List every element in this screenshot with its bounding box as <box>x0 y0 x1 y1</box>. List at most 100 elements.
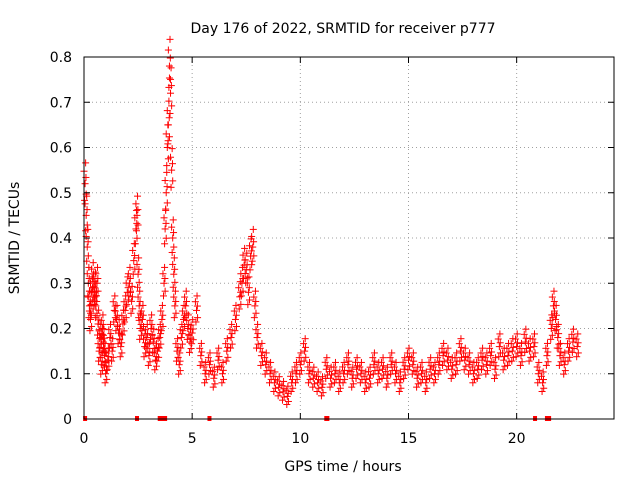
data-point <box>138 327 146 335</box>
data-point <box>460 366 468 374</box>
data-point <box>105 362 113 370</box>
data-point <box>340 358 348 366</box>
data-point <box>283 392 291 400</box>
data-point <box>82 173 90 181</box>
data-point <box>487 352 495 360</box>
data-point <box>280 377 288 385</box>
data-point <box>354 371 362 379</box>
data-point <box>132 225 140 233</box>
data-point <box>526 347 534 355</box>
y-tick-label: 0.1 <box>50 367 72 383</box>
data-point <box>396 368 404 376</box>
data-point <box>137 307 145 315</box>
data-point <box>382 383 390 391</box>
data-point <box>146 316 154 324</box>
data-point <box>205 370 213 378</box>
data-point <box>232 311 240 319</box>
data-point <box>556 339 564 347</box>
data-point <box>550 297 558 305</box>
data-point <box>135 265 143 273</box>
data-point <box>362 376 370 384</box>
data-point <box>167 75 175 83</box>
data-point <box>361 379 369 387</box>
data-point <box>148 311 156 319</box>
data-point <box>166 35 174 43</box>
data-point <box>118 339 126 347</box>
data-point <box>128 297 136 305</box>
data-point <box>220 375 228 383</box>
data-point <box>118 331 126 339</box>
data-points <box>80 35 582 409</box>
data-point <box>194 314 202 322</box>
data-point <box>388 357 396 365</box>
data-point <box>550 287 558 295</box>
data-point <box>423 384 431 392</box>
data-point <box>132 206 140 214</box>
data-point <box>367 380 375 388</box>
data-point <box>198 358 206 366</box>
data-point <box>228 340 236 348</box>
data-point <box>191 298 199 306</box>
data-point <box>348 383 356 391</box>
data-point <box>127 288 135 296</box>
data-point <box>258 348 266 356</box>
data-point <box>501 353 509 361</box>
data-point <box>521 338 529 346</box>
data-point <box>453 349 461 357</box>
data-point <box>431 358 439 366</box>
data-point <box>499 366 507 374</box>
data-point <box>418 366 426 374</box>
x-axis-label: GPS time / hours <box>284 459 401 475</box>
data-point <box>297 367 305 375</box>
data-point <box>319 373 326 381</box>
data-point <box>427 354 435 362</box>
data-point <box>275 383 283 391</box>
y-tick-label: 0.7 <box>50 95 72 111</box>
data-point <box>154 335 162 343</box>
data-point <box>568 330 576 338</box>
data-point <box>209 383 217 391</box>
data-point <box>245 242 253 250</box>
y-tick-label: 0.4 <box>50 231 72 247</box>
y-axis-ticks: 0 0.1 0.2 0.3 0.4 0.5 0.6 0.7 0.8 <box>50 50 614 428</box>
data-point <box>314 379 322 387</box>
data-point <box>226 326 234 334</box>
data-point <box>83 243 91 251</box>
data-point <box>561 367 569 375</box>
data-point <box>526 343 534 351</box>
data-point <box>547 325 555 332</box>
data-point <box>88 265 96 273</box>
data-point <box>114 321 122 329</box>
data-point <box>443 366 451 374</box>
data-point <box>469 370 477 378</box>
data-point <box>81 200 89 208</box>
data-point <box>210 374 218 382</box>
data-point <box>219 366 227 374</box>
data-point <box>513 330 521 338</box>
data-point <box>438 344 446 352</box>
data-point <box>514 339 522 347</box>
data-point <box>504 352 512 360</box>
data-point <box>400 374 408 382</box>
data-point <box>169 177 177 185</box>
data-point <box>168 223 176 231</box>
data-point <box>565 347 573 355</box>
data-point <box>157 340 165 348</box>
data-point <box>505 348 513 356</box>
data-point <box>460 349 468 357</box>
data-point <box>479 362 487 370</box>
data-point <box>103 366 111 374</box>
data-point <box>227 344 235 352</box>
data-point <box>525 340 533 348</box>
data-point <box>319 389 327 397</box>
data-point <box>574 339 582 347</box>
data-point <box>169 260 177 268</box>
data-point <box>521 348 529 356</box>
data-point <box>180 315 188 323</box>
data-point <box>144 361 152 369</box>
data-point <box>306 358 314 366</box>
data-point <box>251 287 259 295</box>
data-point <box>228 320 236 328</box>
data-point <box>449 362 457 370</box>
